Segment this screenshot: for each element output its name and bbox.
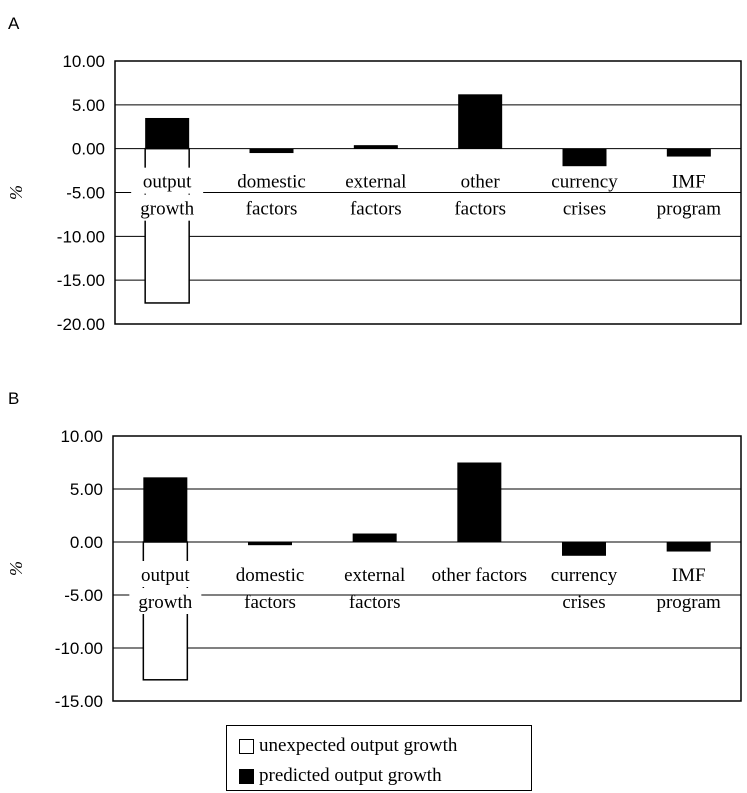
- y-tick-label: -20.00: [57, 315, 105, 334]
- y-tick-label: 5.00: [70, 480, 103, 499]
- category-label: IMF: [672, 565, 706, 586]
- category-label: factors: [244, 592, 296, 613]
- category-label: factors: [246, 199, 298, 220]
- legend: unexpected output growth predicted outpu…: [226, 725, 532, 791]
- bar-predicted: [248, 542, 292, 546]
- bar-predicted: [143, 477, 188, 542]
- category-label: crises: [563, 199, 606, 220]
- panel-b-letter: B: [8, 389, 20, 408]
- category-label: growth: [140, 199, 194, 220]
- category-label: external: [345, 172, 406, 193]
- bar-predicted: [145, 117, 190, 149]
- y-tick-label: -15.00: [57, 271, 105, 290]
- y-tick-label: -15.00: [55, 692, 103, 711]
- category-label: factors: [454, 199, 506, 220]
- category-label: IMF: [672, 172, 706, 193]
- bar-unexpected: [144, 147, 190, 304]
- bar-predicted: [352, 533, 397, 542]
- bar-unexpected: [142, 541, 189, 681]
- category-label: currency: [551, 172, 618, 193]
- y-tick-label: 10.00: [62, 52, 105, 71]
- y-tick-label: -10.00: [55, 639, 103, 658]
- category-label: factors: [349, 592, 401, 613]
- y-tick-label: 0.00: [70, 533, 103, 552]
- bar-predicted: [666, 148, 711, 157]
- category-label: other factors: [432, 565, 527, 586]
- category-label: program: [656, 592, 721, 613]
- legend-item-unexpected: unexpected output growth: [239, 735, 457, 757]
- bar-predicted: [249, 148, 294, 154]
- bar-predicted: [457, 462, 502, 542]
- bar-predicted: [562, 542, 606, 556]
- legend-label-unexpected: unexpected output growth: [259, 735, 458, 756]
- category-label: currency: [551, 565, 618, 586]
- category-label-bg: [129, 588, 202, 614]
- category-label: growth: [138, 592, 192, 613]
- category-label-bg: [131, 194, 204, 221]
- legend-swatch-unexpected: [239, 738, 254, 754]
- category-label: crises: [562, 592, 605, 613]
- y-tick-label: 0.00: [72, 140, 105, 159]
- category-label-bg: [129, 561, 202, 587]
- y-axis-label: %: [6, 561, 26, 576]
- category-label-bg: [131, 167, 204, 194]
- legend-swatch-predicted: [239, 768, 254, 784]
- bar-predicted: [353, 145, 398, 149]
- bar-predicted: [458, 94, 503, 149]
- category-label: domestic: [236, 565, 305, 586]
- plot-frame: [114, 60, 742, 325]
- category-label: program: [657, 199, 722, 220]
- bar-predicted: [562, 148, 607, 167]
- category-label: external: [344, 565, 405, 586]
- y-tick-label: -5.00: [64, 586, 103, 605]
- legend-label-predicted: predicted output growth: [259, 765, 442, 786]
- panel-a-letter: A: [8, 14, 20, 33]
- category-label: output: [143, 172, 192, 193]
- category-label: other: [461, 172, 501, 193]
- y-tick-label: -5.00: [66, 184, 105, 203]
- category-label: factors: [350, 199, 402, 220]
- y-axis-label: %: [6, 185, 26, 200]
- y-tick-label: -10.00: [57, 227, 105, 246]
- y-tick-label: 5.00: [72, 96, 105, 115]
- plot-frame: [112, 435, 742, 702]
- legend-item-predicted: predicted output growth: [239, 765, 442, 787]
- category-label: domestic: [237, 172, 306, 193]
- bar-predicted: [666, 542, 711, 552]
- category-label: output: [141, 565, 190, 586]
- y-tick-label: 10.00: [60, 427, 103, 446]
